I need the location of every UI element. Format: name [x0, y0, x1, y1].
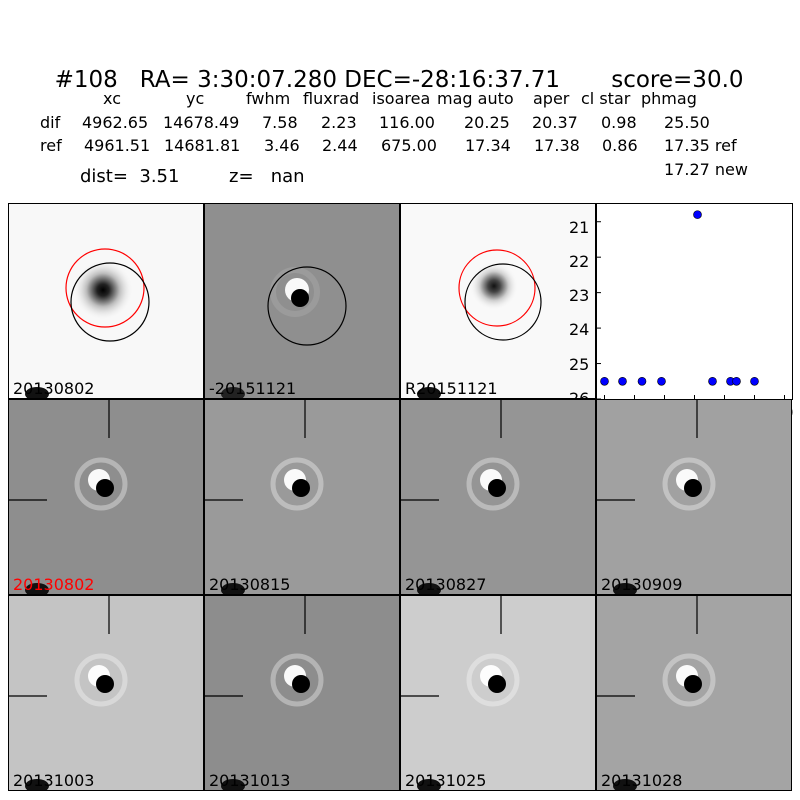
ref-cl-star: 0.86 [602, 136, 638, 155]
stamp-date-label: 20131025 [405, 771, 487, 790]
header-phmag: phmag [641, 89, 697, 108]
header-yc: yc [186, 89, 205, 108]
data-point [637, 376, 647, 386]
stamp-image [401, 596, 595, 790]
stamp-image [9, 400, 203, 594]
dif-fwhm: 7.58 [262, 113, 298, 132]
dif-fluxrad: 2.23 [321, 113, 357, 132]
stamp-date-label: 20131013 [209, 771, 291, 790]
header-aper: aper [533, 89, 570, 108]
stamp-panel: 20130802 [8, 399, 204, 595]
stamp-image [205, 400, 399, 594]
header-xc: xc [103, 89, 121, 108]
stamp-image [597, 400, 791, 594]
aperture-circle-red [65, 248, 145, 328]
ref-fwhm: 3.46 [264, 136, 300, 155]
header-cl-star: cl star [581, 89, 631, 108]
data-point [693, 210, 702, 219]
header-fluxrad: fluxrad [303, 89, 360, 108]
y-tick-label: 22 [569, 252, 590, 271]
data-point [618, 376, 627, 386]
aperture-circle-black [464, 263, 542, 341]
row-dif-label: dif [40, 113, 61, 132]
dif-aper: 20.37 [532, 113, 578, 132]
dist-value: dist= 3.51 [80, 166, 180, 187]
ref-xc: 4961.51 [84, 136, 151, 155]
ref-isoarea: 675.00 [381, 136, 437, 155]
page-title: #108 RA= 3:30:07.280 DEC=-28:16:37.71 sc… [40, 41, 744, 93]
dif-yc: 14678.49 [163, 113, 240, 132]
header-mag-auto: mag auto [437, 89, 514, 108]
new-image [401, 204, 595, 398]
panel-label: R20151121 [405, 379, 498, 398]
data-point [750, 376, 759, 386]
header-isoarea: isoarea [372, 89, 431, 108]
object-id: #108 [54, 67, 118, 93]
data-point [657, 376, 666, 386]
stamp-image [9, 596, 203, 790]
dif-cl-star: 0.98 [601, 113, 637, 132]
image-panel-new: R20151121 [400, 203, 596, 399]
aperture-circle-black [267, 266, 347, 346]
image-panel-diff: -20151121 [204, 203, 400, 399]
dif-isoarea: 116.00 [379, 113, 435, 132]
object-score: score=30.0 [611, 67, 744, 93]
dif-xc: 4962.65 [82, 113, 149, 132]
stamp-date-label: 20130909 [601, 575, 683, 594]
row-ref-label: ref [40, 136, 62, 155]
diff-image [205, 204, 399, 398]
dif-mag-auto: 20.25 [464, 113, 510, 132]
ref-mag-auto: 17.34 [465, 136, 511, 155]
z-value: z= nan [229, 166, 305, 187]
ref-yc: 14681.81 [164, 136, 241, 155]
lightcurve-plot [597, 210, 785, 400]
stamp-panel: 20130909 [596, 399, 792, 595]
stamp-panel: 20131025 [400, 595, 596, 791]
ref-aper: 17.38 [534, 136, 580, 155]
new-phmag: 17.27 new [664, 160, 748, 179]
stamp-image [205, 596, 399, 790]
data-point [732, 376, 741, 386]
stamp-date-label: 20131028 [601, 771, 683, 790]
stamp-image [401, 400, 595, 594]
panel-label: -20151121 [209, 379, 297, 398]
panel-label: 20130802 [13, 379, 95, 398]
y-tick-label: 23 [569, 286, 590, 305]
ref-fluxrad: 2.44 [322, 136, 358, 155]
ref-phmag: 17.35 ref [664, 136, 737, 155]
data-point [708, 376, 717, 386]
stamp-panel: 20131028 [596, 595, 792, 791]
lightcurve-plot-frame [596, 203, 793, 400]
stamp-panel: 20131003 [8, 595, 204, 791]
data-point [600, 376, 609, 386]
header-fwhm: fwhm [246, 89, 291, 108]
stamp-date-label: 20130815 [209, 575, 291, 594]
stamp-panel: 20131013 [204, 595, 400, 791]
stamp-date-label: 20130827 [405, 575, 487, 594]
stamp-image [597, 596, 791, 790]
y-tick-label: 24 [569, 320, 590, 339]
ref-image [9, 204, 203, 398]
stamp-panel: 20130815 [204, 399, 400, 595]
aperture-circle-red [458, 249, 536, 327]
stamp-date-label: 20130802 [13, 575, 95, 594]
y-tick-label: 25 [569, 355, 590, 374]
stamp-date-label: 20131003 [13, 771, 95, 790]
object-coords: RA= 3:30:07.280 DEC=-28:16:37.71 [139, 67, 561, 93]
stamp-panel: 20130827 [400, 399, 596, 595]
image-panel-ref: 20130802 [8, 203, 204, 399]
aperture-circle-black [70, 262, 150, 342]
dif-phmag: 25.50 [664, 113, 710, 132]
y-tick-label: 21 [569, 218, 590, 237]
